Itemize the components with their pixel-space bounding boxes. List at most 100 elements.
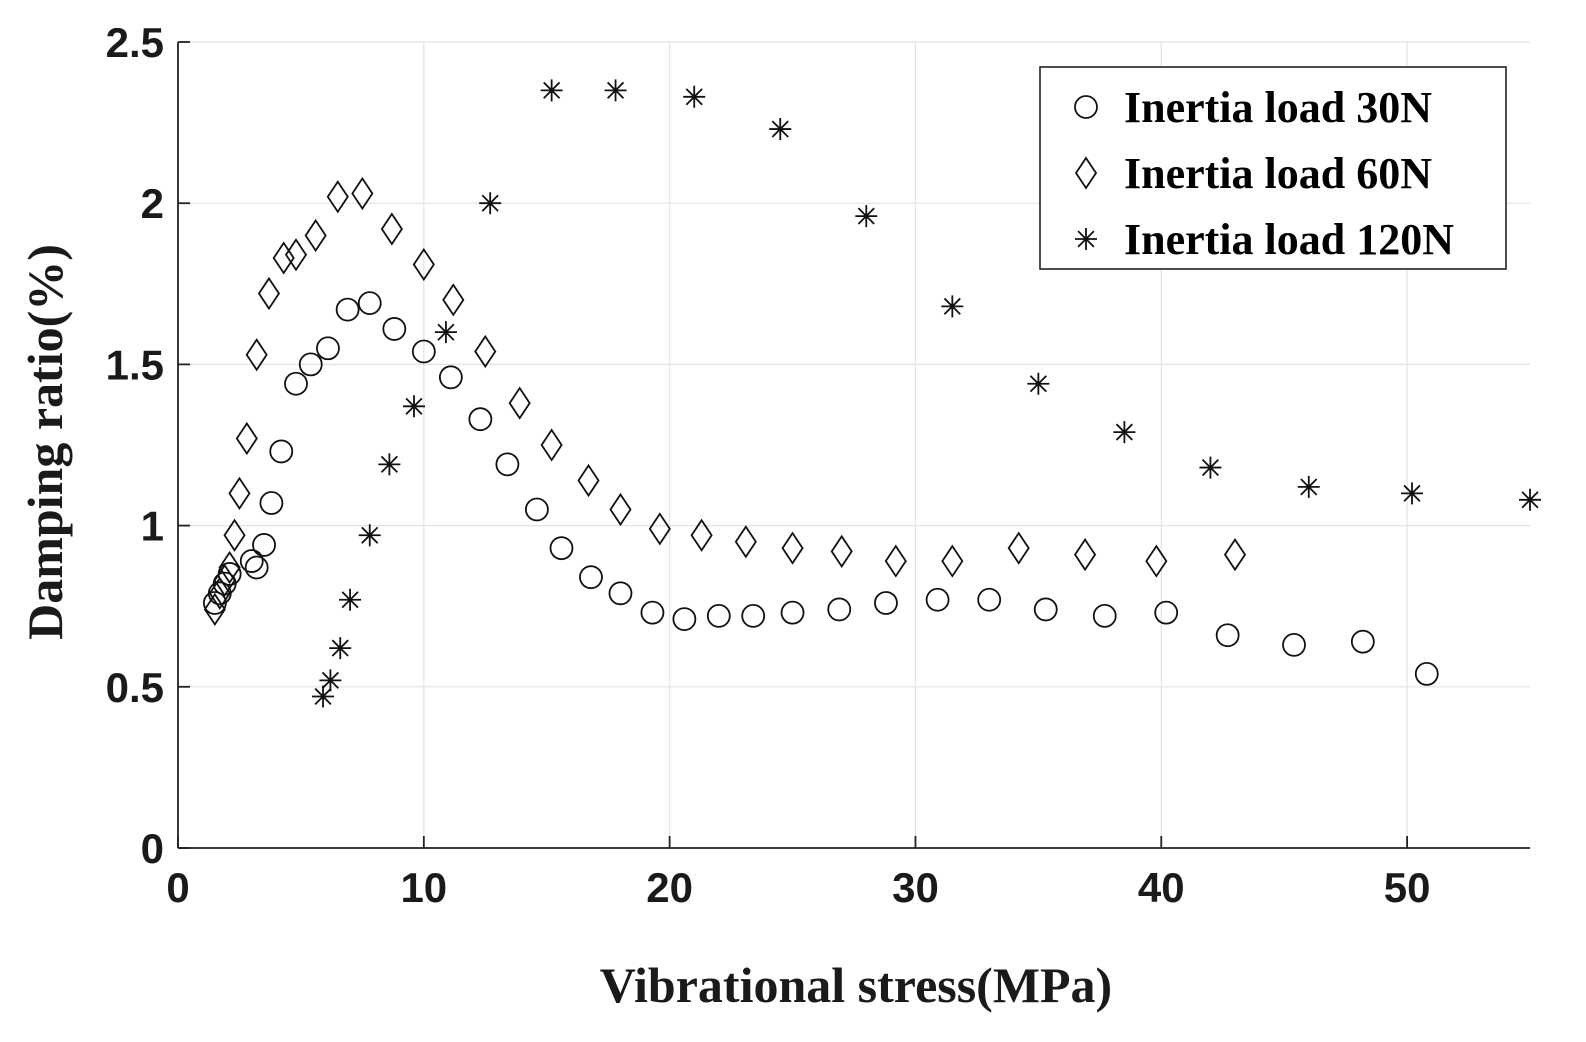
diamond-point	[1007, 531, 1030, 565]
circle-point	[780, 600, 805, 625]
y-tick-label: 1.5	[106, 341, 164, 388]
asterisk-point-shape	[769, 118, 792, 141]
asterisk-point	[1519, 488, 1541, 511]
x-axis-label: Vibrational stress(MPa)	[600, 957, 1112, 1013]
asterisk-point	[540, 79, 563, 102]
asterisk-point	[1199, 456, 1222, 479]
circle-point	[874, 591, 898, 615]
diamond-point	[351, 176, 374, 211]
diamond-point	[442, 283, 465, 317]
asterisk-point-shape	[604, 79, 627, 102]
legend-box	[1039, 66, 1507, 270]
asterisk-point	[1401, 482, 1424, 505]
diamond-point	[577, 463, 600, 498]
diamond-point	[474, 334, 497, 369]
circle-point	[827, 597, 852, 622]
diamond-point	[272, 241, 295, 275]
asterisk-point	[358, 524, 381, 547]
circle-point	[357, 291, 382, 316]
diamond-point	[609, 492, 632, 527]
diamond-point	[257, 276, 281, 311]
circle-point	[1414, 662, 1439, 686]
diamond-point	[508, 386, 531, 420]
asterisk-point	[339, 588, 362, 611]
asterisk-point-shape	[683, 85, 706, 108]
diamond-point	[228, 476, 251, 510]
series-circle	[202, 291, 1439, 686]
series-diamond	[203, 176, 1247, 627]
y-tick-label: 2.5	[106, 19, 164, 66]
asterisk-point-shape	[941, 295, 964, 318]
circle-point	[579, 565, 603, 590]
diamond-point	[540, 428, 563, 462]
asterisk-point-shape	[319, 669, 342, 692]
asterisk-point-shape	[1519, 488, 1541, 511]
diamond-point	[941, 544, 964, 578]
asterisk-point-shape	[855, 205, 878, 228]
asterisk-point	[941, 295, 964, 318]
asterisk-point-shape	[378, 453, 401, 476]
circle-point	[1350, 629, 1375, 654]
circle-point	[438, 365, 463, 390]
legend-label: Inertia load 30N	[1124, 83, 1432, 132]
asterisk-point-shape	[339, 588, 362, 611]
asterisk-point	[769, 118, 792, 141]
legend-item: Inertia load 120N	[1075, 215, 1454, 264]
asterisk-point	[479, 192, 502, 215]
legend-marker-asterisk	[1075, 228, 1097, 250]
diamond-point	[690, 518, 713, 552]
circle-point	[1033, 597, 1058, 622]
asterisk-point	[604, 79, 627, 102]
x-tick-label: 0	[166, 864, 189, 911]
diamond-point	[830, 534, 853, 569]
circle-point	[259, 491, 284, 515]
circle-point	[335, 297, 360, 322]
circle-point	[495, 452, 520, 477]
legend-marker-circle	[1074, 95, 1098, 119]
circle-point	[706, 603, 731, 628]
circle-point	[269, 439, 294, 464]
circle-point	[524, 497, 549, 522]
circle-point	[1092, 603, 1117, 628]
legend-item: Inertia load 60N	[1074, 149, 1432, 198]
diamond-point	[284, 238, 308, 272]
asterisk-point	[434, 321, 457, 344]
diamond-point	[304, 218, 327, 253]
asterisk-point-shape	[312, 685, 335, 708]
asterisk-point	[855, 205, 878, 228]
circle-point	[1282, 632, 1306, 657]
diamond-point	[412, 247, 435, 282]
circle-point	[1215, 623, 1240, 648]
asterisk-point-shape	[1113, 421, 1136, 444]
circle-point	[608, 581, 633, 606]
data-markers	[202, 79, 1541, 708]
y-tick-label: 2	[141, 180, 164, 227]
y-axis-label: Damping ratio(%)	[17, 244, 73, 640]
asterisk-point	[683, 85, 706, 108]
circle-point	[640, 600, 665, 625]
diamond-point	[648, 512, 671, 546]
diamond-point	[326, 180, 349, 214]
asterisk-point-shape	[1199, 456, 1222, 479]
asterisk-point	[319, 669, 342, 692]
diamond-point	[245, 338, 268, 372]
asterisk-point	[1297, 475, 1320, 498]
asterisk-point	[312, 685, 335, 708]
circle-point	[977, 587, 1002, 612]
asterisk-point-shape	[329, 637, 352, 660]
asterisk-point-shape	[402, 395, 425, 418]
circle-point	[244, 555, 269, 580]
y-tick-label: 0.5	[106, 664, 164, 711]
diamond-point	[213, 563, 236, 598]
asterisk-point-shape	[479, 192, 502, 215]
diamond-point	[218, 550, 241, 585]
asterisk-point	[378, 453, 401, 476]
asterisk-point-shape	[1297, 475, 1320, 498]
legend-label: Inertia load 120N	[1124, 215, 1454, 264]
diamond-point	[380, 212, 403, 246]
x-tick-label: 50	[1384, 864, 1431, 911]
x-axis-ticks: 0 10 20 30 40 50	[166, 836, 1430, 911]
diamond-point	[1073, 537, 1097, 572]
asterisk-point-shape	[1401, 482, 1424, 505]
